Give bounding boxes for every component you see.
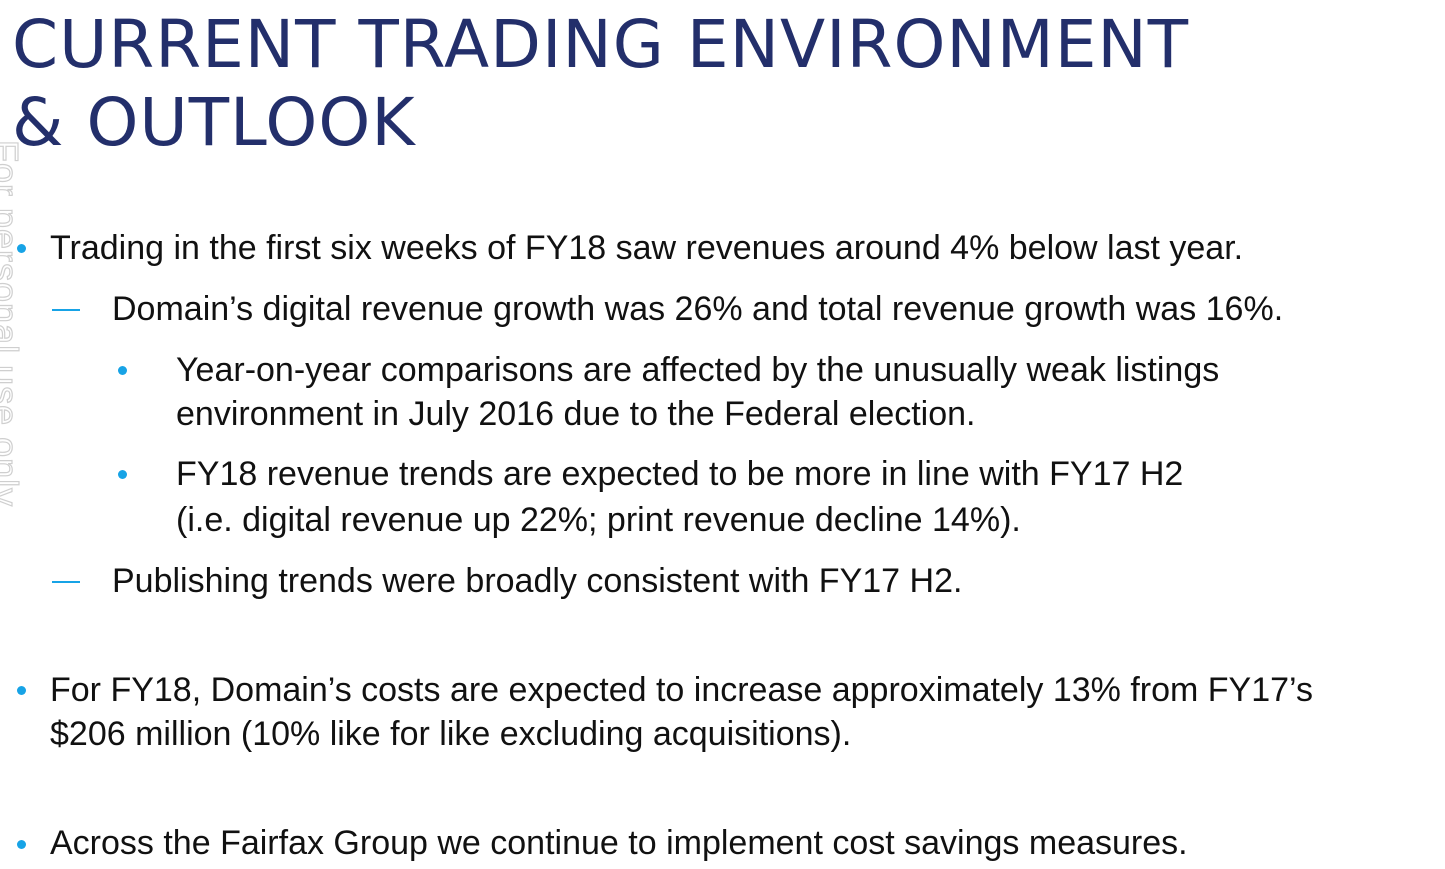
bullet-1-text: Trading in the first six weeks of FY18 s… [50,229,1244,267]
dash-marker-icon [52,581,80,583]
bullet-2-line-2: $206 million (10% like for like excludin… [50,715,852,753]
slide-title-line-2: & OUTLOOK [12,84,416,161]
bullet-1-sub-1-a-line-2: environment in July 2016 due to the Fede… [176,395,976,433]
slide-title-line-1: CURRENT TRADING ENVIRONMENT [12,6,1190,83]
bullet-dot-icon [17,840,26,849]
watermark-text: For personal use only [0,140,26,508]
bullet-1-sub-1-a-line-1: Year-on-year comparisons are affected by… [176,351,1220,389]
bullet-dot-icon [118,470,127,479]
bullet-1-sub-2-text: Publishing trends were broadly consisten… [112,562,963,600]
bullet-dot-icon [118,366,127,375]
bullet-dot-icon [17,244,26,253]
slide-title: CURRENT TRADING ENVIRONMENT & OUTLOOK [12,6,1432,162]
dash-marker-icon [52,309,80,311]
bullet-dot-icon [17,686,26,695]
bullet-2-line-1: For FY18, Domain’s costs are expected to… [50,671,1313,709]
bullet-1-sub-1-b-line-2: (i.e. digital revenue up 22%; print reve… [176,501,1021,539]
bullet-3-text: Across the Fairfax Group we continue to … [50,824,1188,862]
bullet-1-sub-1-b-line-1: FY18 revenue trends are expected to be m… [176,455,1184,493]
bullet-1-sub-1-text: Domain’s digital revenue growth was 26% … [112,290,1284,328]
